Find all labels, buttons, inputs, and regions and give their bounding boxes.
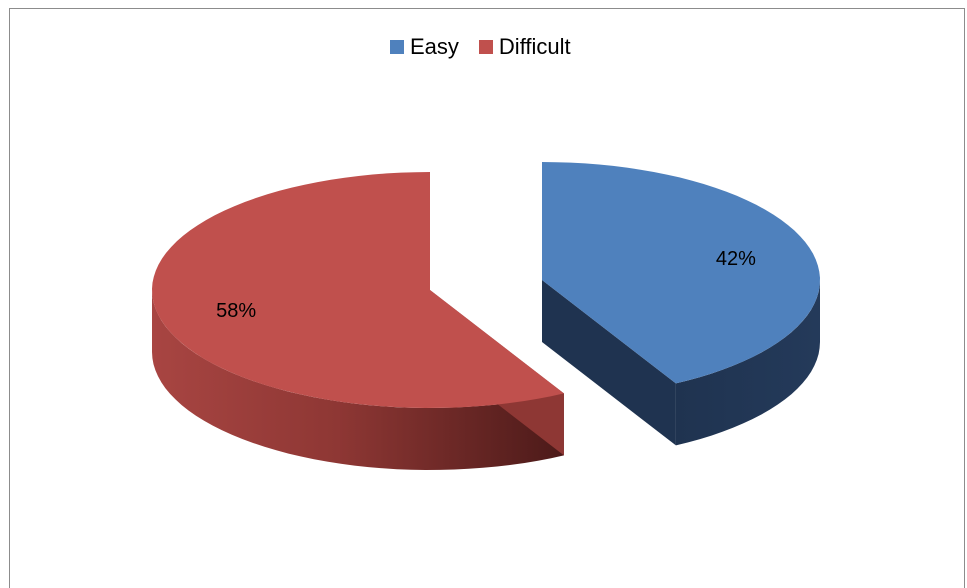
chart-legend: Easy Difficult — [390, 34, 591, 60]
legend-swatch-easy — [390, 40, 404, 54]
slice-side-difficult — [152, 290, 564, 470]
legend-swatch-difficult — [478, 40, 493, 54]
legend-label-difficult: Difficult — [498, 34, 571, 59]
slice-top-difficult — [152, 172, 564, 408]
data-label-easy: 42% — [716, 248, 756, 270]
slice-side-easy — [675, 280, 820, 446]
data-label-difficult: 58% — [216, 300, 256, 322]
legend-item-difficult: Difficult — [478, 34, 571, 60]
slice-top-easy — [542, 162, 820, 384]
legend-item-easy: Easy — [390, 34, 459, 60]
slice-wall-easy-1 — [542, 280, 676, 446]
legend-label-easy: Easy — [410, 34, 459, 59]
